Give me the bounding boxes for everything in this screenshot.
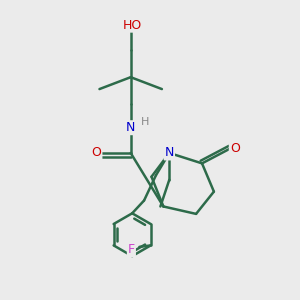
Text: O: O xyxy=(92,146,101,160)
Text: N: N xyxy=(126,121,135,134)
Text: N: N xyxy=(165,146,174,160)
Text: H: H xyxy=(141,117,150,128)
Text: O: O xyxy=(230,142,240,155)
Text: HO: HO xyxy=(122,19,142,32)
Text: F: F xyxy=(128,243,135,256)
